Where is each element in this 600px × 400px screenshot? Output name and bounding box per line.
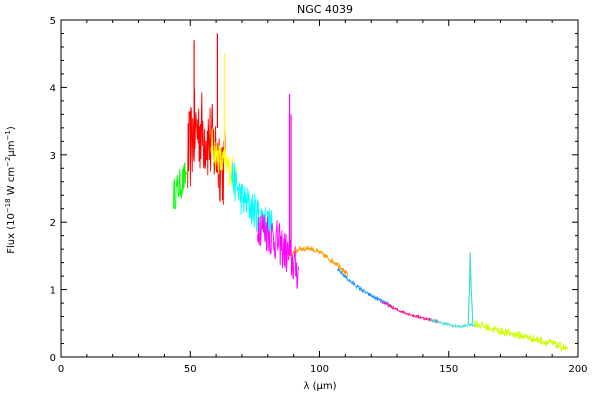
spectrum-series xyxy=(173,33,569,353)
x-tick-label: 150 xyxy=(439,364,458,375)
y-tick-label: 2 xyxy=(50,218,56,229)
x-axis-label: λ (μm) xyxy=(303,381,336,392)
chart-title: NGC 4039 xyxy=(297,3,353,16)
spectrum-series-line xyxy=(231,162,274,243)
x-axis-ticks: 0 50 100 150 200 xyxy=(58,20,588,375)
spectrum-series-line xyxy=(474,320,569,353)
y-tick-label: 1 xyxy=(50,286,56,297)
x-tick-label: 100 xyxy=(310,364,329,375)
spectral-line-peak xyxy=(467,252,474,325)
y-axis-ticks: 0 1 2 3 4 5 xyxy=(50,16,578,364)
spectrum-series-line xyxy=(257,213,300,289)
spectrum-series-line xyxy=(288,245,349,278)
x-tick-label: 50 xyxy=(184,364,197,375)
spectrum-series-line xyxy=(337,268,393,309)
x-tick-label: 0 xyxy=(58,364,64,375)
y-tick-label: 4 xyxy=(50,83,56,94)
spectrum-series-line xyxy=(381,301,439,324)
spectrum-series-line xyxy=(430,317,478,329)
y-axis-label: Flux (10−18 W cm−2μm−1) xyxy=(4,126,17,254)
spectrum-series-line xyxy=(173,162,187,209)
x-tick-label: 200 xyxy=(568,364,587,375)
y-tick-label: 5 xyxy=(50,16,56,27)
plot-frame xyxy=(60,19,579,358)
y-tick-label: 0 xyxy=(50,353,56,364)
y-tick-label: 3 xyxy=(50,151,56,162)
